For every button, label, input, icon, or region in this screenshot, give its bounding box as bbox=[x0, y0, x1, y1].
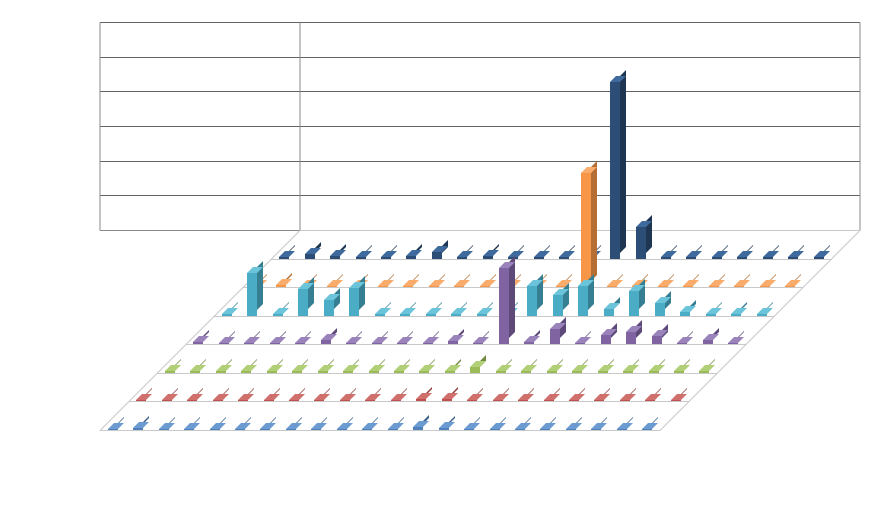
chart-3d-bar bbox=[0, 0, 869, 516]
